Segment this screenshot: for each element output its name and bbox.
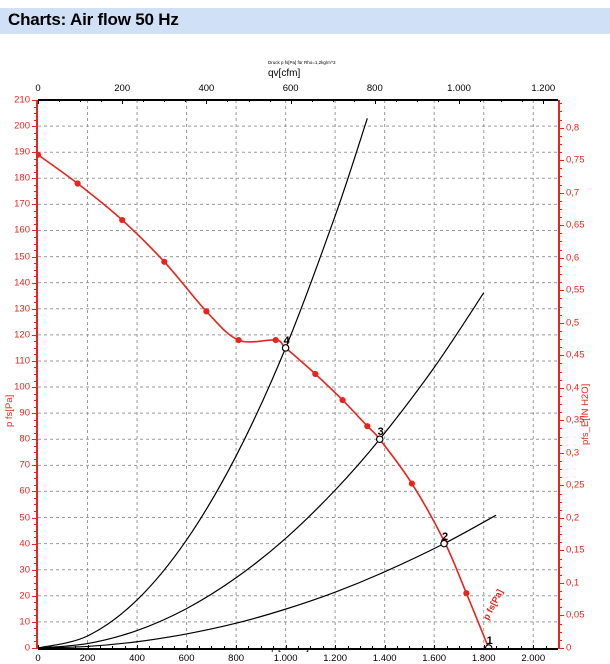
left-axis-tick-label: 90 [19,407,30,419]
right-axis-tick-label: 0,65 [566,219,585,231]
top-axis-label: qv[cfm] [268,68,301,79]
right-axis-tick-label: 0,5 [566,317,580,329]
left-axis-tick-label: 170 [14,198,30,210]
top-axis-tick-label: 1.200 [531,83,556,94]
left-axis-tick-label: 180 [14,172,30,184]
plot-svg [38,100,558,648]
right-axis-tick-label: 0,8 [566,122,580,134]
left-axis-tick-label: 130 [14,303,30,315]
left-axis-tick-label: 10 [19,616,30,628]
top-axis-tick-label: 600 [282,83,299,94]
left-axis-title: p fs[Pa] [4,394,15,427]
top-axis-tick-label: 1.000 [447,83,471,94]
left-axis-tick-label: 200 [14,120,30,132]
page-title: Charts: Air flow 50 Hz [8,10,179,29]
left-axis-tick-label: 160 [14,224,30,236]
right-axis-tick-label: 0,35 [566,414,585,426]
right-axis-tick-label: 0,1 [566,577,580,589]
right-axis-tick-label: 0,3 [566,447,580,459]
left-axis-tick-label: 100 [14,381,30,393]
operating-point-markers [281,344,493,648]
right-axis-tick-label: 0,7 [566,187,580,199]
gridlines [38,100,558,648]
left-axis-tick-label: 190 [14,146,30,158]
left-axis-tick-label: 210 [14,94,30,106]
left-axis-tick-label: 50 [19,512,30,524]
left-axis-tick-label: 40 [19,538,30,550]
right-axis-tick-label: 0,15 [566,544,585,556]
left-axis-tick-label: 60 [19,485,30,497]
data-point-markers [38,151,492,648]
left-axis-tick-label: 110 [14,355,30,367]
right-axis-tick-label: 0,2 [566,512,580,524]
right-axis-tick-label: 0,75 [566,154,585,166]
right-axis-tick-label: 0,6 [566,252,580,264]
operating-point-label: 1 [486,635,493,647]
top-axis-tick-label: 400 [198,83,215,94]
header-band [0,8,610,34]
right-axis-title: pfs_E[IN H2O] [580,383,591,445]
left-axis-tick-label: 150 [14,251,30,263]
left-axis-tick-label: 80 [19,433,30,445]
left-axis-tick-label: 20 [19,590,30,602]
top-axis-tick-label: 800 [366,83,383,94]
chart-subtitle: Druck p fs[Pa] für Rho=1,2kg/m^3 [268,60,336,65]
top-axis-tick-label: 200 [114,83,131,94]
right-axis-tick-label: 0 [566,642,572,654]
right-axis-tick-label: 0,45 [566,349,585,361]
right-axis-tick-label: 0,55 [566,284,585,296]
left-axis-tick-label: 120 [14,329,30,341]
operating-point-label: 2 [442,530,449,543]
right-axis-tick-label: 0,25 [566,479,585,491]
series-layer [38,118,497,648]
operating-point-label: 3 [377,426,384,439]
plot-area [38,100,558,648]
top-axis-tick-label: 0 [35,83,41,94]
left-axis-tick-label: 30 [19,564,30,576]
left-axis-tick-label: 140 [14,277,30,289]
right-axis-tick-label: 0,4 [566,382,580,394]
chart-container: Druck p fs[Pa] für Rho=1,2kg/m^3 qv[cfm]… [0,55,610,664]
right-axis-tick-label: 0,05 [566,609,585,621]
left-axis-tick-label: 70 [19,459,30,471]
operating-point-label: 4 [283,334,290,347]
left-axis-tick-label: 0 [24,642,30,654]
